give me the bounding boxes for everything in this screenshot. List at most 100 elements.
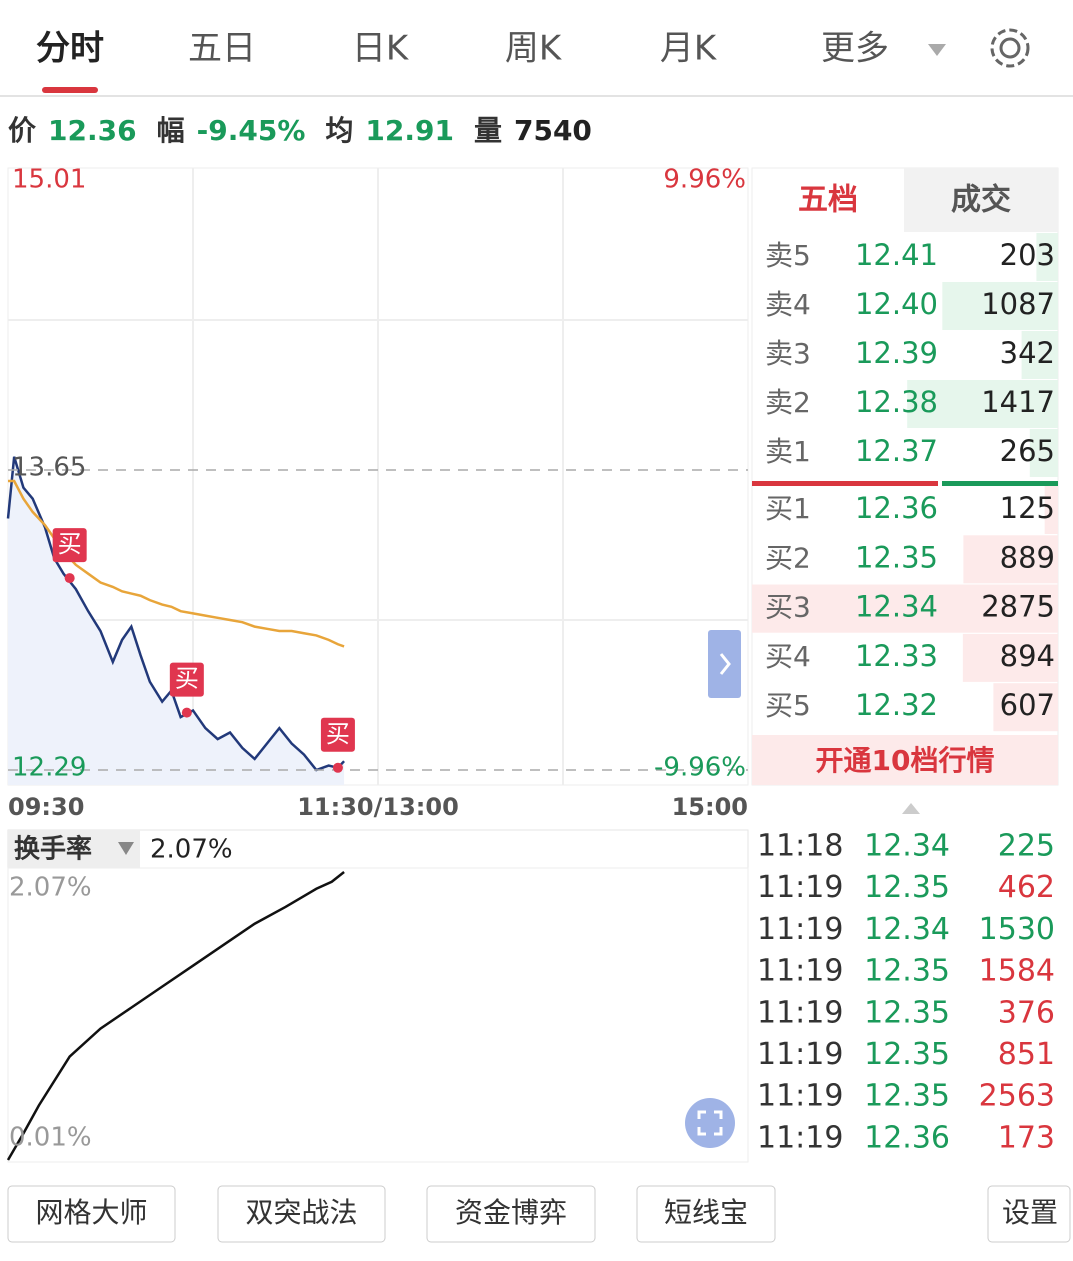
book-volume: 203 — [1000, 238, 1055, 272]
book-volume: 1087 — [981, 287, 1055, 321]
settings-gear[interactable] — [990, 28, 1030, 68]
y2-tick-label: 9.96% — [663, 165, 746, 195]
quote-value: 12.91 — [365, 114, 454, 147]
quote-value: 7540 — [514, 114, 592, 147]
trade-marker-label: 买 — [326, 720, 350, 748]
ask-bid-divider-red — [752, 481, 938, 486]
tab[interactable]: 日K — [352, 29, 410, 69]
book-label: 卖1 — [765, 435, 811, 468]
y-tick-label: 15.01 — [12, 165, 86, 195]
tab[interactable]: 更多 — [821, 29, 889, 69]
trade-time: 11:19 — [757, 1079, 843, 1114]
side-expand-button[interactable] — [708, 630, 741, 698]
x-tick-label: 09:30 — [8, 793, 84, 821]
volume-bar — [1044, 486, 1058, 534]
volume-bar — [993, 683, 1058, 732]
book-volume: 265 — [1000, 434, 1055, 468]
tab[interactable]: 分时 — [36, 29, 104, 69]
book-price: 12.33 — [855, 639, 938, 673]
volume-bar — [963, 535, 1058, 584]
trade-time: 11:18 — [757, 829, 843, 864]
settings-button[interactable] — [987, 1185, 1071, 1243]
quote-label: 幅 — [157, 114, 185, 147]
turnover-value: 2.07% — [150, 835, 233, 865]
tab[interactable]: 周K — [505, 29, 563, 69]
fullscreen-icon — [697, 1110, 723, 1136]
book-volume: 342 — [1000, 336, 1055, 370]
volume-bar — [942, 282, 1058, 330]
turnover-selector-arrow — [118, 842, 134, 855]
tool-button-label[interactable]: 资金博弈 — [455, 1196, 567, 1229]
trade-volume: 376 — [998, 995, 1055, 1030]
y-tick-label: 12.29 — [12, 753, 86, 783]
trade-time: 11:19 — [757, 995, 843, 1030]
trades-tab-bg[interactable] — [904, 168, 1058, 232]
trade-price: 12.35 — [864, 995, 950, 1030]
book-price: 12.32 — [855, 688, 938, 722]
trade-time: 11:19 — [757, 912, 843, 947]
upgrade-button[interactable] — [752, 735, 1058, 785]
turnover-selector[interactable] — [8, 830, 140, 868]
book-label: 买5 — [765, 689, 811, 722]
tab[interactable]: 五日 — [188, 29, 256, 69]
scroll-up-arrow[interactable] — [902, 803, 920, 814]
fullscreen-button[interactable] — [685, 1098, 735, 1148]
quote-label: 均 — [325, 114, 353, 147]
volume-bar — [1036, 233, 1058, 281]
y-tick-label: 2.07% — [9, 873, 92, 903]
tool-button[interactable] — [636, 1185, 776, 1243]
trade-marker-box — [169, 662, 204, 697]
trade-marker-box — [320, 717, 355, 752]
book-label: 卖4 — [765, 288, 811, 321]
tool-button-label[interactable]: 网格大师 — [35, 1196, 147, 1229]
quote-value: -9.45% — [197, 114, 306, 147]
series-line — [6, 871, 345, 1161]
ask-bid-divider-green — [942, 481, 1058, 486]
turnover-frame — [7, 867, 749, 1163]
trade-price: 12.35 — [864, 954, 950, 989]
trade-marker-dot — [181, 707, 192, 718]
trade-volume: 851 — [998, 1037, 1055, 1072]
upgrade-label[interactable]: 开通10档行情 — [816, 744, 995, 777]
y-tick-label: 13.65 — [12, 453, 86, 483]
book-price: 12.41 — [855, 238, 938, 272]
book-label: 卖3 — [765, 337, 811, 370]
trade-price: 12.34 — [864, 829, 950, 864]
book-price: 12.38 — [855, 385, 938, 419]
tool-button[interactable] — [217, 1185, 386, 1243]
active-tab-underline — [42, 87, 98, 93]
book-tab[interactable]: 成交 — [951, 183, 1011, 218]
book-volume: 125 — [1000, 491, 1055, 525]
trade-marker-label: 买 — [58, 530, 82, 558]
turnover-label[interactable]: 换手率 — [14, 834, 92, 865]
trade-time: 11:19 — [757, 1037, 843, 1072]
tool-button[interactable] — [426, 1185, 596, 1243]
book-volume: 1417 — [981, 385, 1055, 419]
trade-time: 11:19 — [757, 870, 843, 905]
book-tab[interactable]: 五档 — [798, 183, 858, 218]
book-price: 12.39 — [855, 336, 938, 370]
book-volume: 889 — [1000, 540, 1055, 574]
dropdown-arrow[interactable] — [928, 44, 946, 56]
book-label: 买4 — [765, 640, 811, 673]
price-area — [8, 456, 345, 785]
book-price: 12.36 — [855, 491, 938, 525]
book-volume: 607 — [1000, 688, 1055, 722]
book-label: 买1 — [765, 492, 811, 525]
quote-label: 量 — [474, 114, 502, 147]
volume-bar — [752, 584, 1058, 633]
book-label: 卖5 — [765, 239, 811, 272]
x-tick-label: 15:00 — [672, 793, 748, 821]
tool-button-label[interactable]: 双突战法 — [245, 1196, 357, 1229]
settings-button-label[interactable]: 设置 — [1002, 1196, 1058, 1229]
trade-time: 11:19 — [757, 1120, 843, 1155]
trade-price: 12.35 — [864, 1079, 950, 1114]
trade-volume: 173 — [998, 1120, 1055, 1155]
trade-marker-box — [52, 528, 87, 563]
volume-bar — [907, 380, 1058, 428]
x-tick-label: 11:30/13:00 — [297, 793, 459, 821]
tool-button-label[interactable]: 短线宝 — [664, 1196, 748, 1229]
tab[interactable]: 月K — [660, 29, 718, 69]
tool-button[interactable] — [7, 1185, 176, 1243]
